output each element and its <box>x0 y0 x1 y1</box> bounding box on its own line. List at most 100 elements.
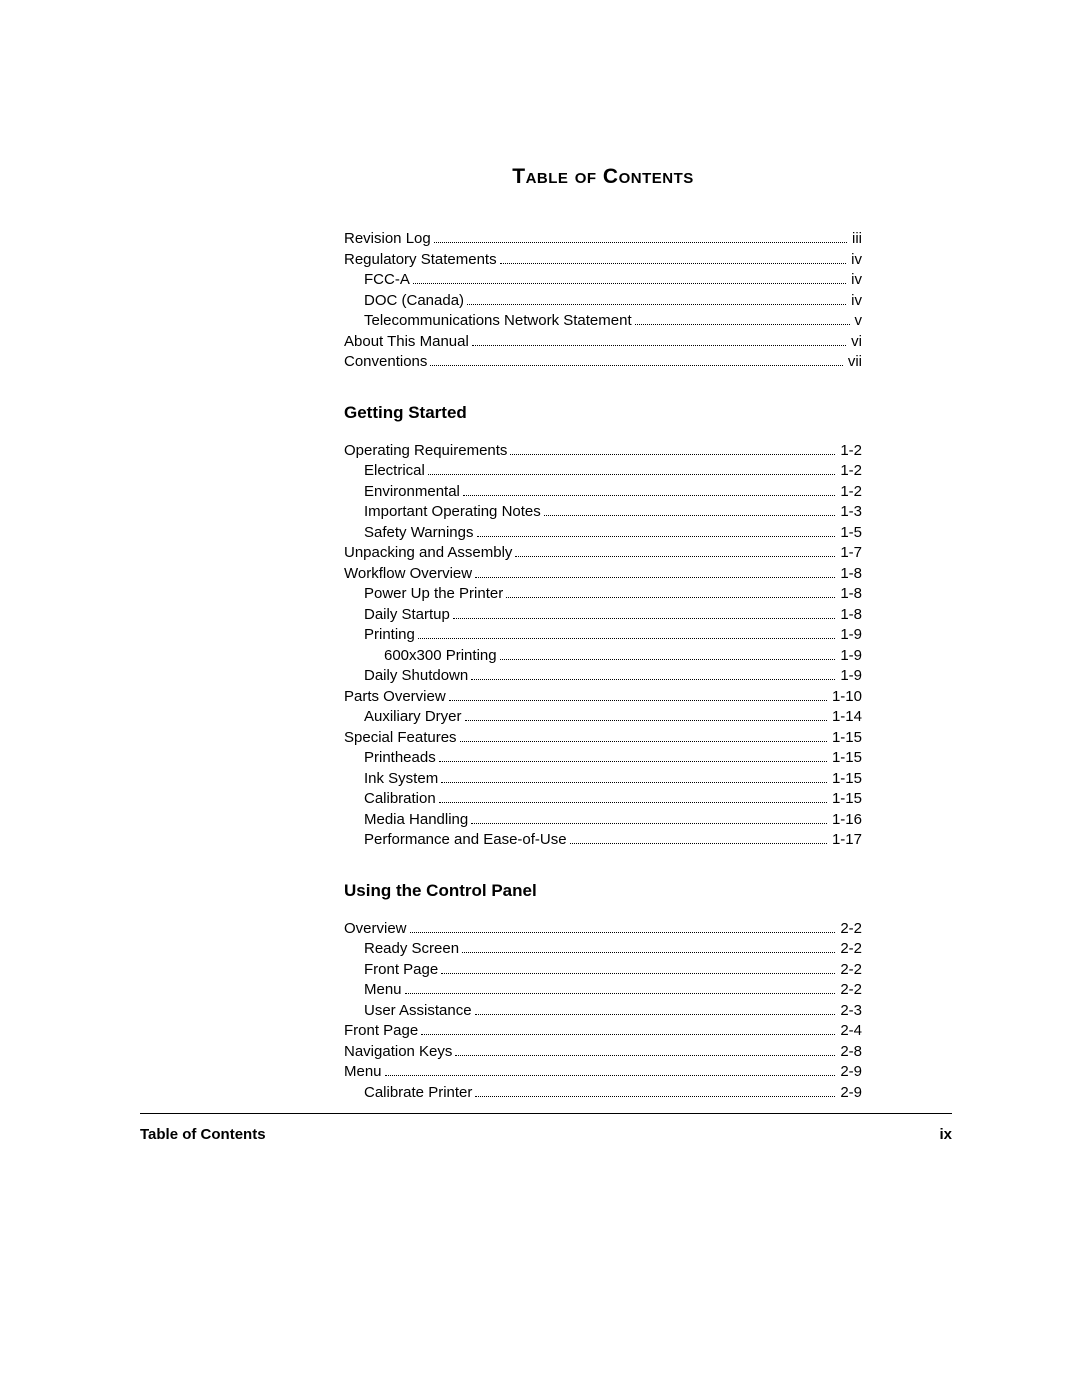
toc-entry: Regulatory Statementsiv <box>344 250 862 271</box>
leader-dots <box>418 638 835 639</box>
toc-entry-page: iii <box>850 229 862 250</box>
toc-entry-page: iv <box>849 250 862 271</box>
toc-entry-label: DOC (Canada) <box>364 291 464 312</box>
leader-dots <box>405 993 836 994</box>
toc-entry-page: 1-15 <box>830 789 862 810</box>
toc-entry-label: Printheads <box>364 748 436 769</box>
leader-dots <box>472 345 846 346</box>
leader-dots <box>460 741 827 742</box>
toc-entry-label: Navigation Keys <box>344 1042 452 1063</box>
toc-entry: Printheads 1-15 <box>344 748 862 769</box>
toc-entry: Workflow Overview1-8 <box>344 564 862 585</box>
leader-dots <box>462 952 835 953</box>
toc-entry: Conventionsvii <box>344 352 862 373</box>
toc-entry: Menu2-9 <box>344 1062 862 1083</box>
toc-entry: 600x300 Printing1-9 <box>344 646 862 667</box>
leader-dots <box>434 242 847 243</box>
toc-entry: Printing1-9 <box>344 625 862 646</box>
leader-dots <box>467 304 846 305</box>
toc-entry-page: 2-8 <box>838 1042 862 1063</box>
toc-entry-label: Power Up the Printer <box>364 584 503 605</box>
toc-entry: Telecommunications Network Statementv <box>344 311 862 332</box>
toc-entry: Environmental1-2 <box>344 482 862 503</box>
leader-dots <box>428 474 835 475</box>
toc-entry-page: 1-15 <box>830 769 862 790</box>
toc-entry-label: Overview <box>344 919 407 940</box>
toc-entry: FCC-Aiv <box>344 270 862 291</box>
toc-entry-page: 2-2 <box>838 960 862 981</box>
toc-entry-label: Operating Requirements <box>344 441 507 462</box>
toc-entry: Front Page 2-2 <box>344 960 862 981</box>
toc-entry-label: Front Page <box>364 960 438 981</box>
toc-entry-label: User Assistance <box>364 1001 472 1022</box>
toc-entry-page: 1-7 <box>838 543 862 564</box>
toc-entry: Unpacking and Assembly 1-7 <box>344 543 862 564</box>
toc-entry-page: 1-9 <box>838 625 862 646</box>
toc-entry-page: 1-16 <box>830 810 862 831</box>
toc-entry-page: 2-2 <box>838 939 862 960</box>
toc-entry: Menu2-2 <box>344 980 862 1001</box>
toc-entry-label: Workflow Overview <box>344 564 472 585</box>
toc-entry: Operating Requirements1-2 <box>344 441 862 462</box>
leader-dots <box>439 761 827 762</box>
toc-entry: Revision Log iii <box>344 229 862 250</box>
toc-entry-page: v <box>853 311 863 332</box>
leader-dots <box>453 618 835 619</box>
leader-dots <box>465 720 827 721</box>
leader-dots <box>515 556 835 557</box>
toc-entry: Ready Screen 2-2 <box>344 939 862 960</box>
toc-body: Revision Log iiiRegulatory StatementsivFC… <box>344 229 862 1103</box>
leader-dots <box>475 577 835 578</box>
leader-dots <box>510 454 835 455</box>
toc-entry: Daily Startup 1-8 <box>344 605 862 626</box>
toc-entry-page: vii <box>846 352 862 373</box>
section-heading: Using the Control Panel <box>344 881 862 901</box>
toc-entry-page: 1-5 <box>838 523 862 544</box>
toc-entry: Auxiliary Dryer1-14 <box>344 707 862 728</box>
toc-entry-page: 1-10 <box>830 687 862 708</box>
toc-entry-page: 1-9 <box>838 666 862 687</box>
leader-dots <box>477 536 836 537</box>
toc-entry-label: Menu <box>364 980 402 1001</box>
content-box: Table of Contents Revision LogiiiRegulat… <box>344 165 862 1103</box>
leader-dots <box>475 1014 836 1015</box>
toc-entry-label: Environmental <box>364 482 460 503</box>
toc-entry-page: 1-2 <box>838 461 862 482</box>
toc-entry-label: Daily Startup <box>364 605 450 626</box>
toc-entry: User Assistance2-3 <box>344 1001 862 1022</box>
leader-dots <box>441 973 835 974</box>
toc-entry: Safety Warnings1-5 <box>344 523 862 544</box>
leader-dots <box>506 597 835 598</box>
toc-entry: DOC (Canada)iv <box>344 291 862 312</box>
toc-entry-label: Revision Log <box>344 229 431 250</box>
toc-entry-label: Calibrate Printer <box>364 1083 472 1104</box>
toc-entry: Special Features 1-15 <box>344 728 862 749</box>
toc-entry-label: Ready Screen <box>364 939 459 960</box>
toc-entry-label: Important Operating Notes <box>364 502 541 523</box>
toc-entry-page: 1-8 <box>838 605 862 626</box>
toc-entry-page: vi <box>849 332 862 353</box>
toc-entry: Navigation Keys 2-8 <box>344 1042 862 1063</box>
toc-entry: Calibrate Printer2-9 <box>344 1083 862 1104</box>
toc-entry-page: 1-3 <box>838 502 862 523</box>
toc-entry: Parts Overview1-10 <box>344 687 862 708</box>
toc-entry: Important Operating Notes 1-3 <box>344 502 862 523</box>
leader-dots <box>413 283 846 284</box>
toc-entry: About This Manual vi <box>344 332 862 353</box>
footer: Table of Contents ix <box>140 1126 952 1143</box>
toc-entry-label: Unpacking and Assembly <box>344 543 512 564</box>
toc-entry-label: Special Features <box>344 728 457 749</box>
toc-entry-page: 2-2 <box>838 919 862 940</box>
section-heading: Getting Started <box>344 403 862 423</box>
footer-page-number: ix <box>939 1126 952 1143</box>
leader-dots <box>500 659 836 660</box>
toc-entry-page: 1-15 <box>830 748 862 769</box>
toc-entry-label: Daily Shutdown <box>364 666 468 687</box>
toc-entry-label: About This Manual <box>344 332 469 353</box>
leader-dots <box>635 324 850 325</box>
toc-entry-label: Performance and Ease-of-Use <box>364 830 567 851</box>
toc-entry-label: Ink System <box>364 769 438 790</box>
toc-entry: Ink System 1-15 <box>344 769 862 790</box>
toc-entry-page: 1-15 <box>830 728 862 749</box>
footer-rule <box>140 1113 952 1114</box>
